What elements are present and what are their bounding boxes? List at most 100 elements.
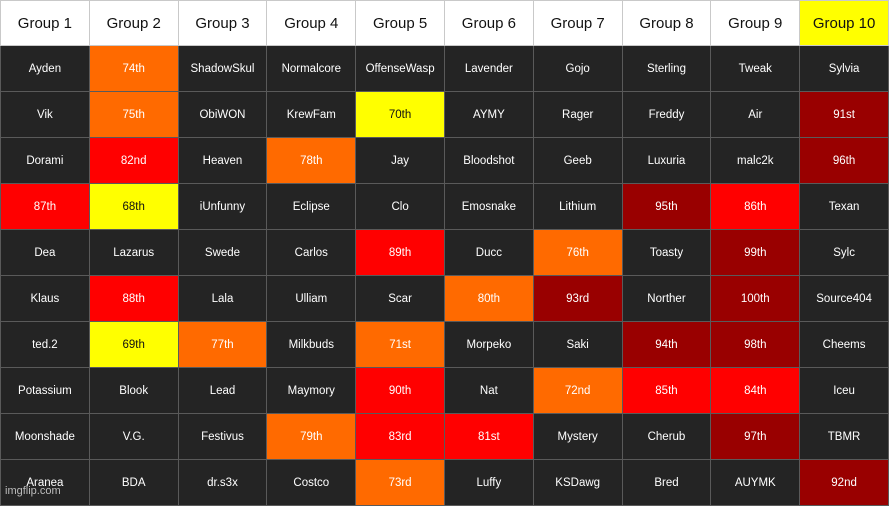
name-cell: Saki: [532, 321, 623, 368]
name-cell: TBMR: [799, 413, 889, 460]
rank-cell: 81st: [443, 413, 534, 460]
rank-cell: 86th: [710, 183, 801, 230]
rank-cell: 82nd: [88, 137, 179, 184]
name-cell: Moonshade: [0, 413, 90, 460]
group-header: Group 10: [799, 0, 889, 46]
name-cell: Heaven: [177, 137, 268, 184]
group-header: Group 6: [443, 0, 534, 46]
name-cell: Potassium: [0, 367, 90, 414]
name-cell: iUnfunny: [177, 183, 268, 230]
rank-cell: 74th: [88, 45, 179, 92]
name-cell: Clo: [355, 183, 445, 230]
name-cell: AUYMK: [710, 459, 801, 506]
name-cell: Nat: [443, 367, 534, 414]
name-cell: Morpeko: [443, 321, 534, 368]
name-cell: Air: [710, 91, 801, 138]
group-header: Group 5: [355, 0, 445, 46]
name-cell: Gojo: [532, 45, 623, 92]
name-cell: Sterling: [621, 45, 712, 92]
name-cell: Bred: [621, 459, 712, 506]
rank-cell: 72nd: [532, 367, 623, 414]
rank-cell: 79th: [266, 413, 357, 460]
name-cell: Lazarus: [88, 229, 179, 276]
table-row: Dorami 82nd Heaven 78th Jay Bloodshot Geeb Luxu…: [0, 137, 889, 184]
name-cell: AYMY: [443, 91, 534, 138]
name-cell: Lavender: [443, 45, 534, 92]
name-cell: Maymory: [266, 367, 357, 414]
name-cell: Tweak: [710, 45, 801, 92]
name-cell: Lead: [177, 367, 268, 414]
name-cell: Freddy: [621, 91, 712, 138]
name-cell: Costco: [266, 459, 357, 506]
name-cell: Cherub: [621, 413, 712, 460]
rank-cell: 89th: [355, 229, 445, 276]
rank-cell: 91st: [799, 91, 889, 138]
rank-cell: 78th: [266, 137, 357, 184]
rank-cell: 73rd: [355, 459, 445, 506]
name-cell: Mystery: [532, 413, 623, 460]
name-cell: Lithium: [532, 183, 623, 230]
rank-cell: 100th: [710, 275, 801, 322]
rank-cell: 77th: [177, 321, 268, 368]
name-cell: Cheems: [799, 321, 889, 368]
name-cell: KSDawg: [532, 459, 623, 506]
name-cell: Ulliam: [266, 275, 357, 322]
table-row: Vik 75th ObiWON KrewFam 70th AYMY Rager Freddy A…: [0, 91, 889, 138]
rank-cell: 88th: [88, 275, 179, 322]
name-cell: V.G.: [88, 413, 179, 460]
name-cell: Source404: [799, 275, 889, 322]
name-cell: Iceu: [799, 367, 889, 414]
name-cell: KrewFam: [266, 91, 357, 138]
name-cell: malc2k: [710, 137, 801, 184]
name-cell: Swede: [177, 229, 268, 276]
name-cell: Ducc: [443, 229, 534, 276]
name-cell: Carlos: [266, 229, 357, 276]
group-header: Group 1: [0, 0, 90, 46]
table-row: 87th 68th iUnfunny Eclipse Clo Emosnake Lithiu…: [0, 183, 889, 230]
rank-cell: 85th: [621, 367, 712, 414]
name-cell: Luffy: [443, 459, 534, 506]
name-cell: Festivus: [177, 413, 268, 460]
rank-cell: 92nd: [799, 459, 889, 506]
rank-cell: 98th: [710, 321, 801, 368]
name-cell: Ayden: [0, 45, 90, 92]
name-cell: Dea: [0, 229, 90, 276]
rank-cell: 97th: [710, 413, 801, 460]
name-cell: Geeb: [532, 137, 623, 184]
rank-cell: 69th: [88, 321, 179, 368]
name-cell: Sylvia: [799, 45, 889, 92]
name-cell: Lala: [177, 275, 268, 322]
rank-cell: 71st: [355, 321, 445, 368]
rank-cell: 76th: [532, 229, 623, 276]
rank-cell: 93rd: [532, 275, 623, 322]
rank-cell: 75th: [88, 91, 179, 138]
table-row: Aranea BDA dr.s3x Costco 73rd Luffy KSDawg Bred…: [0, 459, 889, 506]
name-cell: Toasty: [621, 229, 712, 276]
name-cell: Eclipse: [266, 183, 357, 230]
name-cell: Jay: [355, 137, 445, 184]
name-cell: ted.2: [0, 321, 90, 368]
table-row: ted.2 69th 77th Milkbuds 71st Morpeko Saki 94th…: [0, 321, 889, 368]
name-cell: Klaus: [0, 275, 90, 322]
rank-cell: 83rd: [355, 413, 445, 460]
table-body: Ayden 74th ShadowSkul Normalcore OffenseWasp…: [0, 45, 889, 506]
group-header: Group 3: [177, 0, 268, 46]
group-header: Group 9: [710, 0, 801, 46]
rank-cell: 94th: [621, 321, 712, 368]
name-cell: Blook: [88, 367, 179, 414]
name-cell: Luxuria: [621, 137, 712, 184]
name-cell: Milkbuds: [266, 321, 357, 368]
table-row: Klaus 88th Lala Ulliam Scar 80th 93rd Norther 10…: [0, 275, 889, 322]
table-row: Moonshade V.G. Festivus 79th 83rd 81st Mystery…: [0, 413, 889, 460]
name-cell: Dorami: [0, 137, 90, 184]
name-cell: Emosnake: [443, 183, 534, 230]
rank-cell: 99th: [710, 229, 801, 276]
rank-cell: 80th: [443, 275, 534, 322]
rank-cell: 70th: [355, 91, 445, 138]
name-cell: OffenseWasp: [355, 45, 445, 92]
rank-cell: 96th: [799, 137, 889, 184]
rank-cell: 95th: [621, 183, 712, 230]
group-header: Group 4: [266, 0, 357, 46]
name-cell: ShadowSkul: [177, 45, 268, 92]
